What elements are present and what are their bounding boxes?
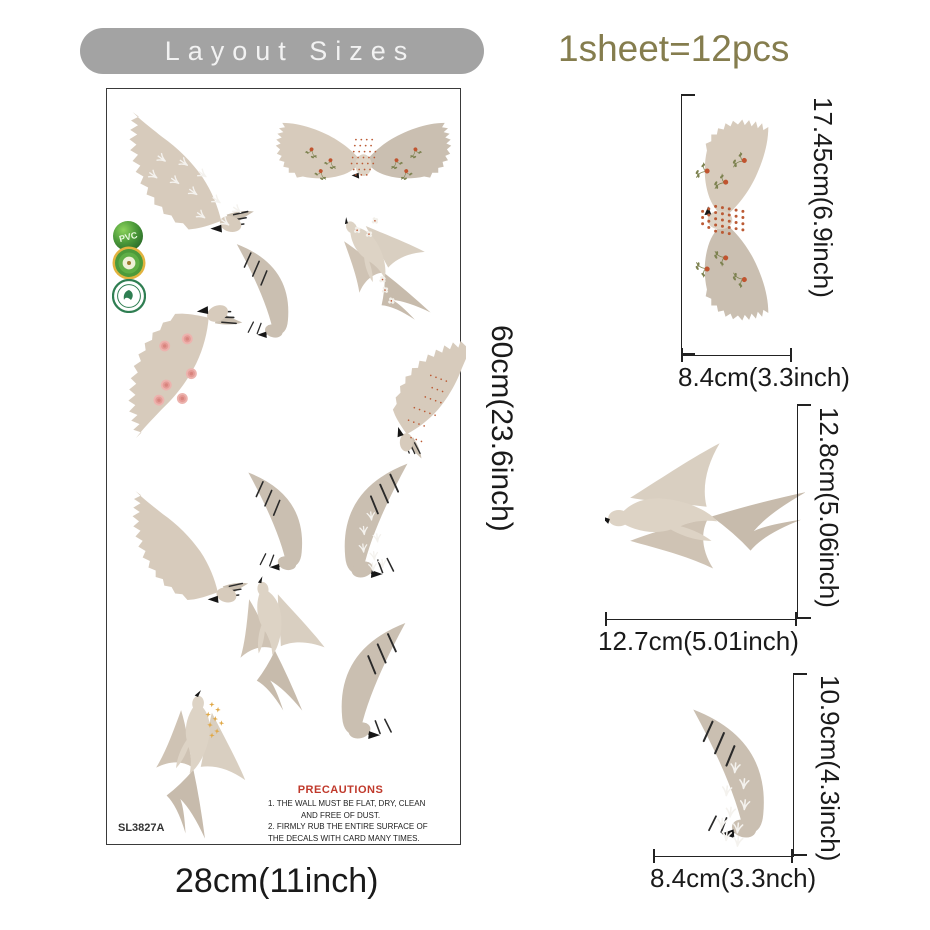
svg-text:60cm(23.6inch): 60cm(23.6inch)	[485, 325, 518, 532]
svg-text:10.9cm(4.3inch): 10.9cm(4.3inch)	[815, 675, 845, 861]
svg-text:17.45cm(6.9inch): 17.45cm(6.9inch)	[808, 97, 838, 298]
svg-text:12.8cm(5.06inch): 12.8cm(5.06inch)	[814, 407, 844, 608]
